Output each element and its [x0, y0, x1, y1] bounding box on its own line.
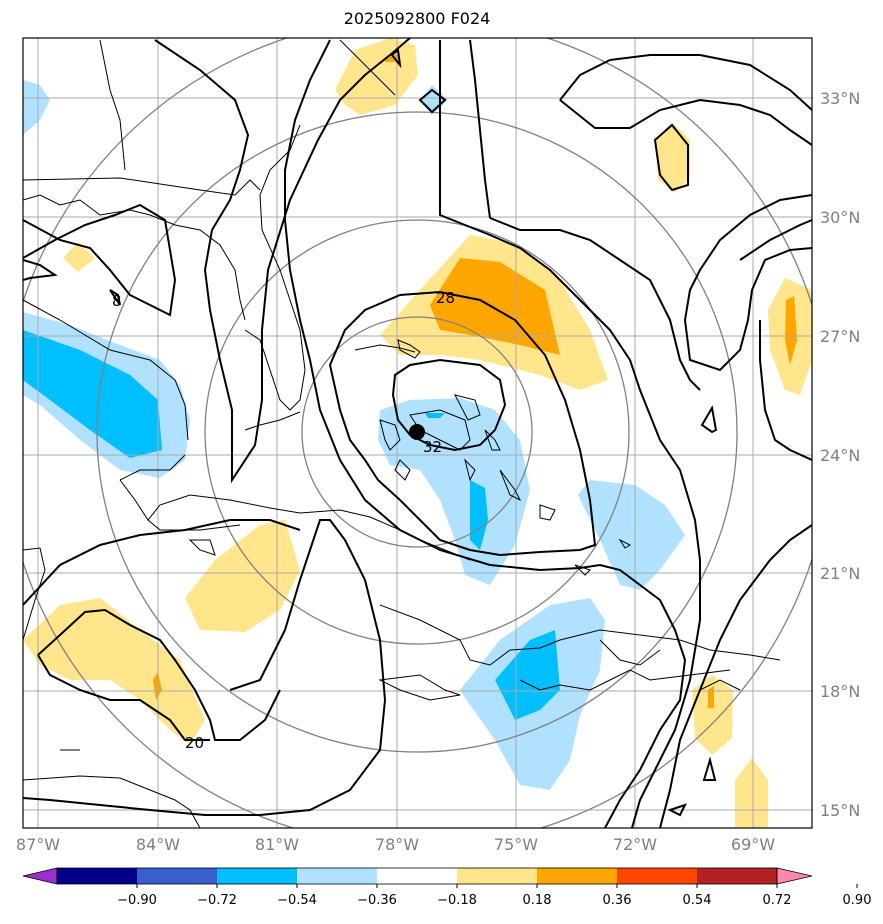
- contour-label-32: 32: [423, 438, 442, 456]
- lon-label-87w: 87°W: [16, 835, 60, 854]
- negative-anomaly-turks: [578, 480, 685, 590]
- lon-label-72w: 72°W: [613, 835, 657, 854]
- colorbar-tick-label: −0.18: [437, 893, 477, 908]
- colorbar-segment: [217, 868, 298, 884]
- lon-label-75w: 75°W: [494, 835, 538, 854]
- colorbar-tick-label: 0.36: [603, 893, 632, 908]
- negative-anomaly-bahamas-core2: [425, 413, 445, 418]
- colorbar-tick-labels: −0.90 −0.72 −0.54 −0.36 −0.18 0.18 0.36 0.54 0.7…: [117, 884, 871, 908]
- colorbar-extend-high: [776, 867, 813, 885]
- positive-anomaly-yucatan: [185, 520, 300, 632]
- colorbar-segment: [297, 868, 378, 884]
- colorbar-segment: [537, 868, 618, 884]
- range-rings: [23, 38, 812, 828]
- colorbar-segment: [617, 868, 698, 884]
- positive-anomaly-caribbean: [23, 598, 205, 745]
- positive-anomaly-east: [655, 122, 690, 193]
- lat-lon-grid: [23, 38, 812, 828]
- contour-label-28: 28: [436, 289, 455, 307]
- colorbar-extend-low: [22, 867, 58, 885]
- lon-label-78w: 78°W: [375, 835, 419, 854]
- colorbar-tick-label: −0.36: [357, 893, 397, 908]
- lon-label-69w: 69°W: [731, 835, 775, 854]
- colorbar-tick-label: −0.72: [197, 893, 237, 908]
- negative-anomaly-hispaniola-core: [495, 630, 560, 720]
- colorbar-segment: [377, 868, 458, 884]
- colorbar-segment: [137, 868, 218, 884]
- colorbar-tick-label: 0.54: [683, 893, 712, 908]
- lon-label-81w: 81°W: [255, 835, 299, 854]
- colorbar-segment: [457, 868, 538, 884]
- lat-label-18n: 18°N: [820, 682, 860, 701]
- colorbar-tick-label: 0.18: [523, 893, 552, 908]
- positive-anomaly-ne-core: [430, 258, 560, 355]
- negative-anomaly-nw: [23, 80, 50, 135]
- contour-label-group: 28 32 20 8: [112, 289, 455, 752]
- lat-label-30n: 30°N: [820, 208, 860, 227]
- contour-label-20: 20: [185, 734, 204, 752]
- positive-anomaly-far-east-core: [785, 296, 797, 365]
- latitude-labels: 33°N 30°N 27°N 24°N 21°N 18°N 15°N: [820, 89, 860, 820]
- lat-label-15n: 15°N: [820, 801, 860, 820]
- map-frame: [22, 37, 813, 829]
- positive-anomaly-south-east: [692, 675, 733, 755]
- lat-label-21n: 21°N: [820, 564, 860, 583]
- longitude-labels: 87°W 84°W 81°W 78°W 75°W 72°W 69°W: [16, 835, 775, 854]
- colorbar-frame: [56, 867, 778, 885]
- colorbar-tick-label: −0.90: [117, 893, 157, 908]
- lat-label-24n: 24°N: [820, 446, 860, 465]
- negative-anomaly-gulf-core: [23, 330, 162, 458]
- colorbar-tick-label: 0.72: [763, 893, 792, 908]
- lat-label-27n: 27°N: [820, 327, 860, 346]
- map-title: 2025092800 F024: [343, 9, 491, 28]
- colorbar-segment: [57, 868, 138, 884]
- lat-label-33n: 33°N: [820, 89, 860, 108]
- contour-label-8: 8: [112, 292, 122, 310]
- height-contours: [23, 38, 812, 828]
- lon-label-84w: 84°W: [136, 835, 180, 854]
- coastlines: [23, 39, 781, 828]
- colorbar-tick-label: 0.90: [843, 893, 872, 908]
- colorbar-tick-label: −0.54: [277, 893, 317, 908]
- colorbar: [22, 867, 813, 885]
- negative-anomaly-bahamas-core: [470, 480, 488, 550]
- storm-center-marker: [409, 424, 425, 440]
- positive-anomaly-small-west: [63, 242, 95, 272]
- colorbar-segment: [697, 868, 778, 884]
- negative-anomaly-bahamas: [378, 398, 530, 585]
